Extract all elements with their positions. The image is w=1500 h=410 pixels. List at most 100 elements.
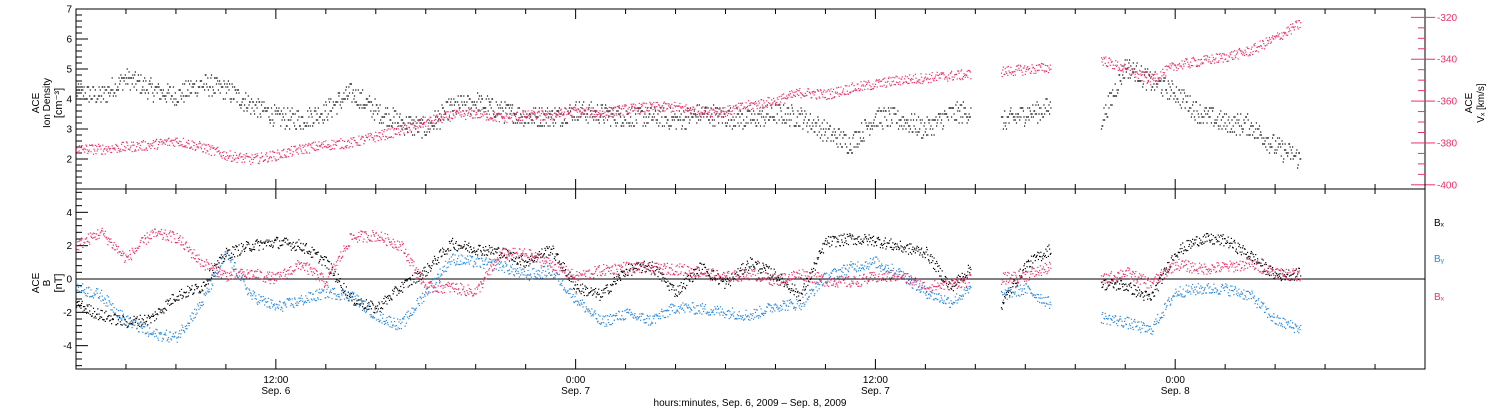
data-point	[179, 144, 181, 146]
data-point	[1135, 71, 1137, 73]
data-point	[131, 83, 133, 85]
data-point	[345, 89, 347, 91]
data-point	[475, 112, 477, 114]
data-point	[609, 290, 611, 292]
data-point	[692, 116, 694, 118]
data-point	[1188, 65, 1191, 67]
data-point	[540, 119, 542, 121]
data-point	[418, 120, 420, 122]
data-point	[1120, 83, 1123, 85]
data-point	[586, 295, 588, 297]
data-point	[109, 149, 111, 151]
data-point	[118, 149, 120, 152]
data-point	[781, 122, 783, 124]
data-point	[431, 120, 433, 122]
data-point	[144, 92, 146, 94]
data-point	[779, 284, 782, 286]
data-point	[318, 262, 320, 264]
data-point	[422, 270, 424, 272]
data-point	[1282, 143, 1284, 145]
data-point	[516, 119, 518, 121]
data-point	[1162, 95, 1164, 97]
data-point	[217, 146, 219, 148]
data-point	[836, 143, 838, 145]
y-tick-label: 6	[66, 35, 72, 46]
data-point	[206, 279, 208, 281]
data-point	[928, 122, 930, 124]
data-point	[633, 268, 635, 270]
data-point	[1114, 95, 1116, 97]
data-point	[1207, 56, 1209, 58]
data-point	[467, 114, 469, 116]
data-point	[1205, 59, 1207, 61]
data-point	[724, 107, 726, 109]
data-point	[485, 107, 487, 109]
data-point	[921, 83, 923, 85]
data-point	[306, 122, 308, 124]
data-point	[270, 244, 273, 246]
data-point	[710, 277, 712, 279]
data-point	[80, 307, 82, 309]
data-point	[1202, 116, 1204, 118]
data-point	[758, 122, 760, 124]
data-point	[353, 304, 355, 306]
data-point	[605, 107, 607, 109]
data-point	[881, 80, 883, 82]
data-point	[1215, 57, 1217, 59]
data-point	[297, 245, 299, 247]
data-point	[822, 128, 825, 130]
data-point	[771, 116, 773, 118]
data-point	[1117, 92, 1119, 94]
data-point	[126, 321, 128, 323]
data-point	[618, 105, 620, 107]
data-point	[966, 116, 968, 118]
data-point	[466, 109, 468, 112]
data-point	[307, 110, 309, 112]
data-point	[477, 117, 479, 119]
data-point	[550, 251, 552, 254]
data-point	[238, 155, 240, 157]
data-point	[379, 104, 381, 106]
data-point	[490, 253, 492, 255]
data-point	[225, 156, 227, 158]
data-point	[198, 292, 200, 294]
data-point	[543, 253, 545, 255]
data-point	[305, 244, 307, 246]
data-point	[122, 89, 124, 91]
data-point	[268, 239, 270, 241]
data-point	[1035, 113, 1038, 115]
data-point	[428, 265, 430, 267]
data-point	[586, 113, 589, 115]
data-point	[1107, 62, 1109, 64]
data-point	[94, 89, 96, 91]
data-point	[664, 277, 666, 279]
data-point	[585, 119, 587, 121]
data-point	[901, 78, 903, 80]
data-point	[852, 134, 855, 136]
data-point	[187, 139, 189, 141]
data-point	[722, 279, 724, 281]
data-point	[793, 289, 795, 291]
data-point	[771, 107, 773, 109]
data-point	[1019, 64, 1021, 66]
data-point	[349, 294, 351, 296]
data-point	[484, 107, 486, 109]
data-point	[884, 77, 886, 79]
data-point	[1038, 69, 1040, 71]
data-point	[458, 112, 460, 114]
data-point	[1143, 71, 1145, 73]
data-point	[111, 77, 113, 79]
data-point	[1150, 89, 1152, 91]
data-point	[199, 292, 201, 294]
data-point	[1265, 137, 1267, 139]
data-point	[1267, 42, 1269, 44]
data-point	[214, 154, 216, 156]
data-point	[955, 74, 957, 76]
data-point	[1261, 137, 1263, 139]
data-point	[123, 80, 125, 82]
data-point	[1152, 86, 1154, 88]
data-point	[901, 76, 903, 78]
data-point	[869, 84, 871, 86]
data-point	[323, 146, 326, 148]
data-point	[674, 113, 676, 115]
